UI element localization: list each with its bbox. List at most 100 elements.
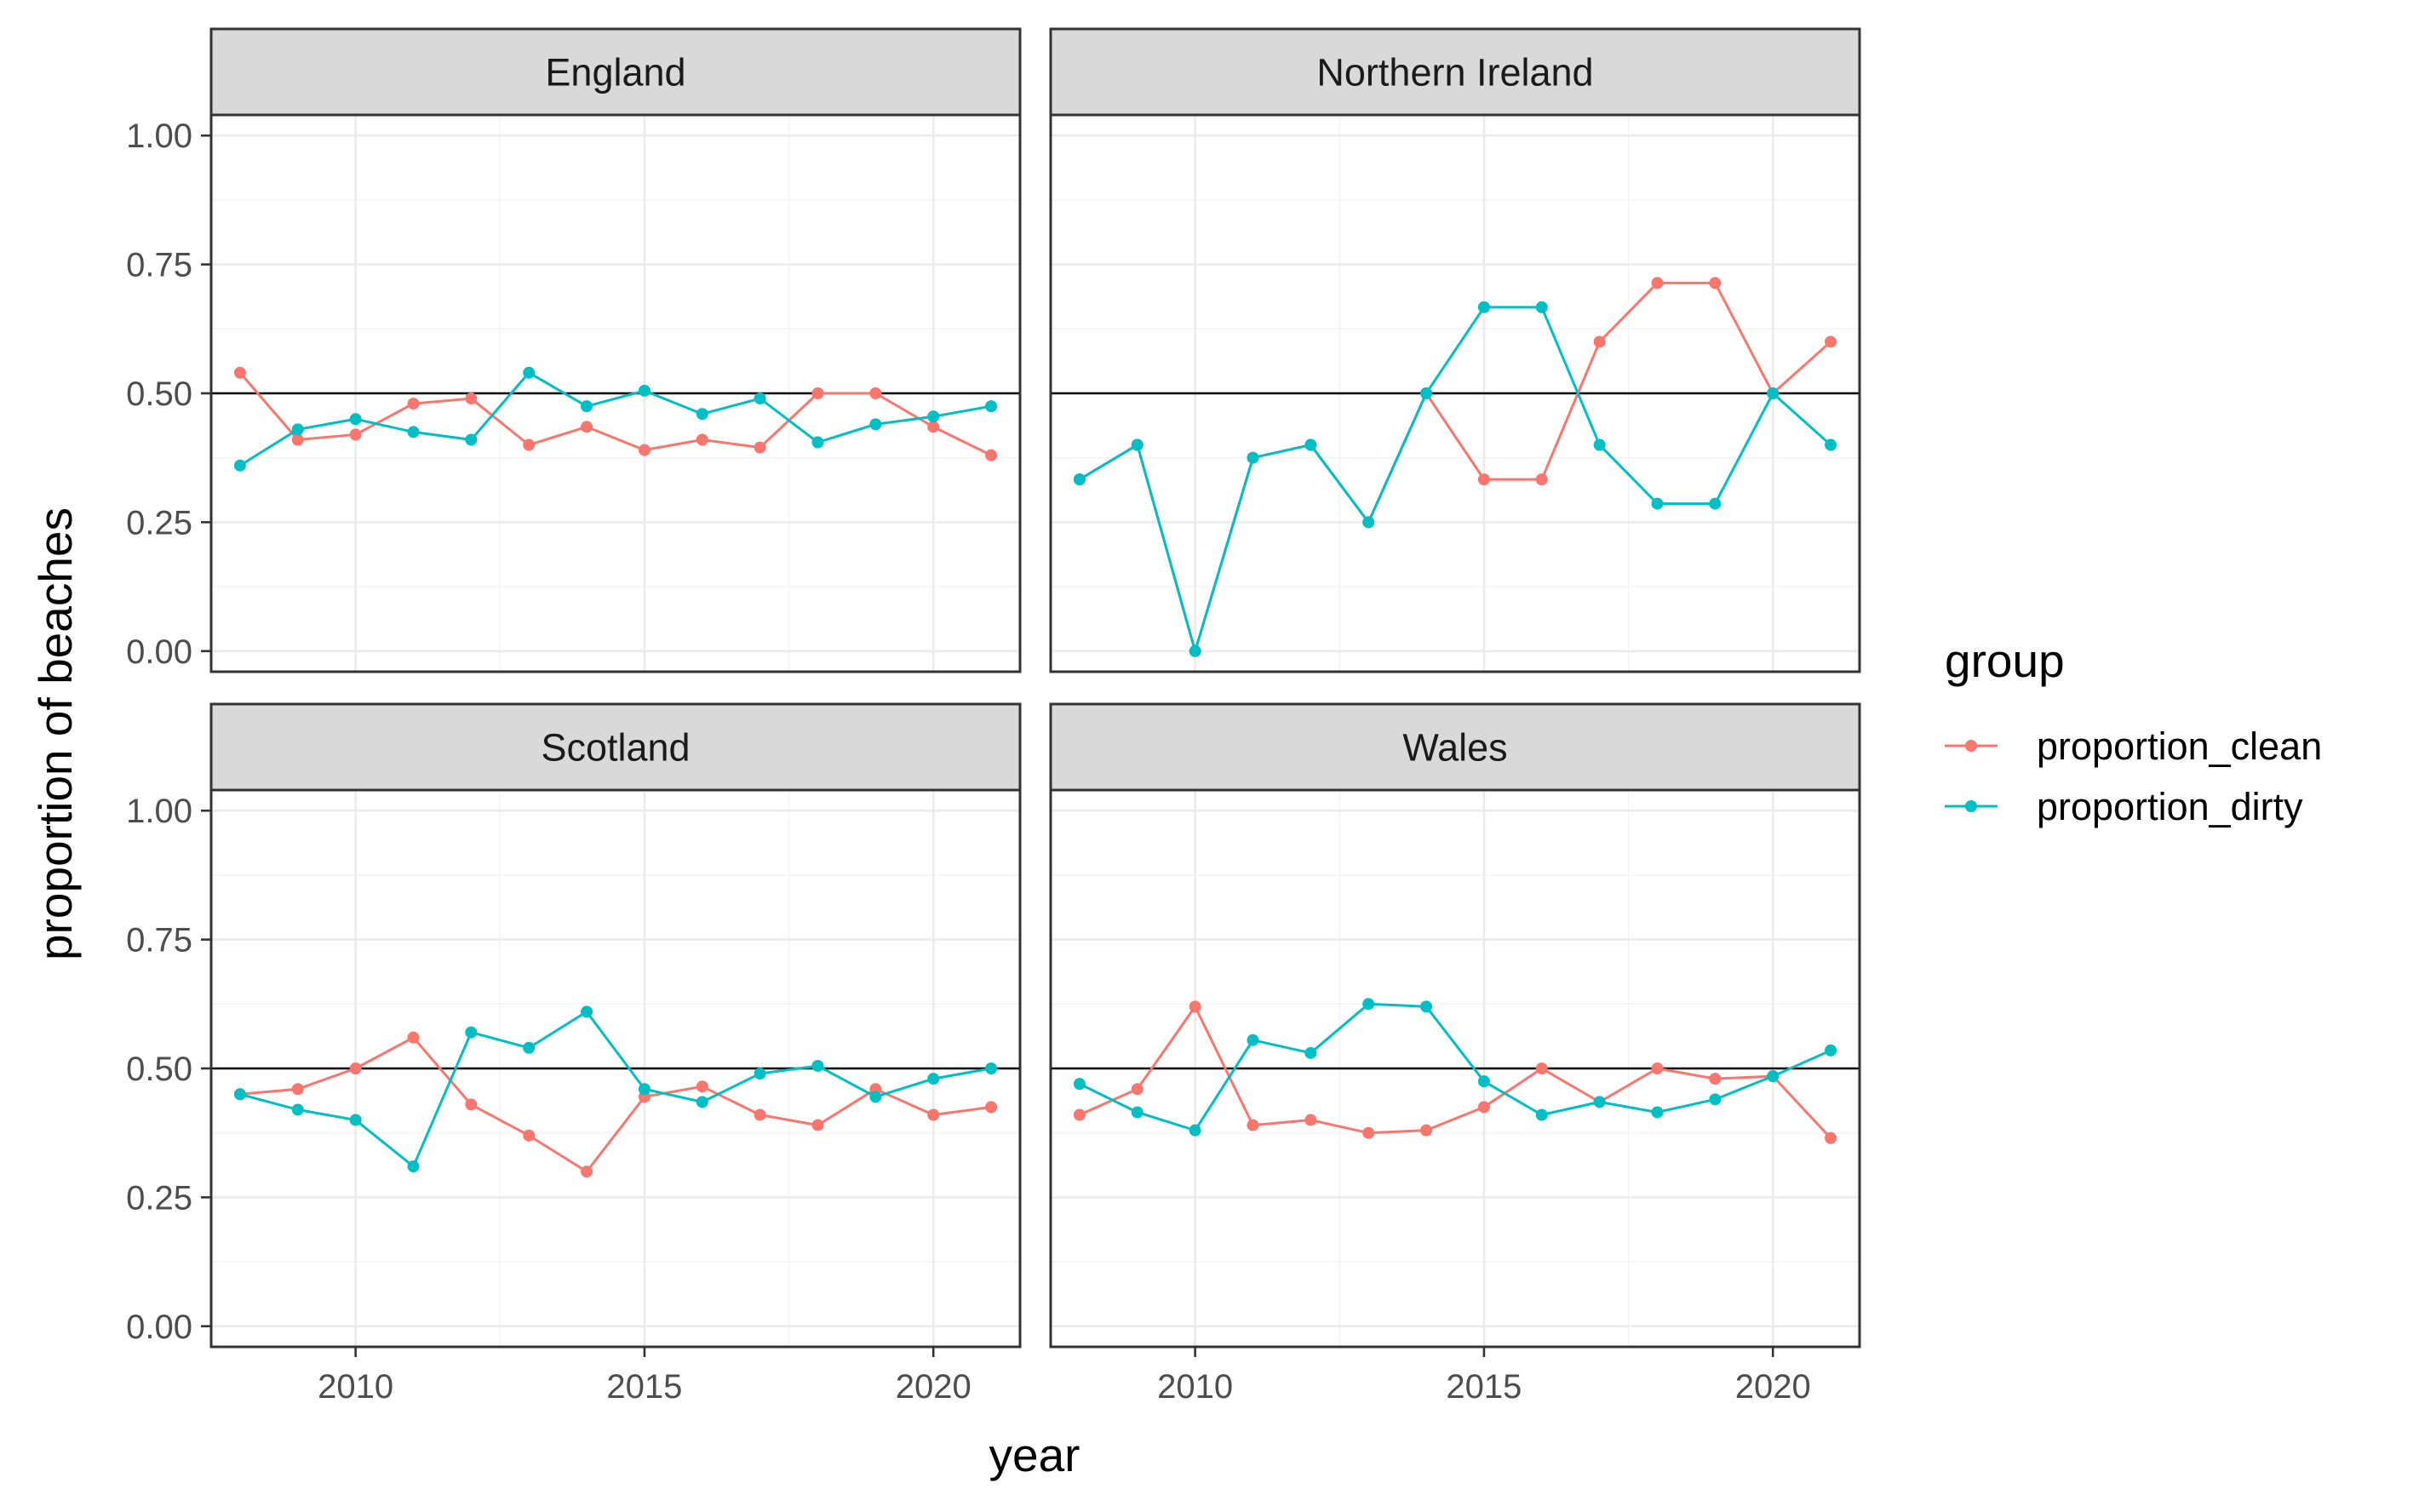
data-point-proportion-dirty-2008: [233, 459, 246, 472]
data-point-proportion-clean-2010: [349, 428, 362, 441]
x-axis-title: year: [989, 1429, 1080, 1481]
data-point-proportion-dirty-2010: [349, 413, 362, 426]
data-point-proportion-clean-2011: [1247, 1119, 1259, 1131]
data-point-proportion-dirty-2014: [581, 1005, 593, 1018]
data-point-proportion-clean-2011: [407, 398, 420, 410]
data-point-proportion-clean-2016: [696, 1080, 708, 1093]
data-point-proportion-dirty-2010: [349, 1114, 362, 1126]
data-point-proportion-dirty-2014: [1420, 387, 1433, 399]
data-point-proportion-dirty-2008: [1073, 473, 1086, 486]
data-point-proportion-dirty-2021: [1825, 438, 1837, 451]
data-point-proportion-clean-2008: [1073, 1108, 1086, 1121]
series-line-proportion-clean: [239, 1036, 992, 1173]
panel-england: England 0.00 0.25 0.50 0.75 1.00: [126, 27, 1022, 673]
data-point-proportion-dirty-2017: [754, 1068, 766, 1080]
strip-england: [209, 27, 1022, 117]
data-point-proportion-clean-2021: [985, 449, 998, 461]
data-point-proportion-dirty-2011: [407, 1160, 420, 1173]
data-point-proportion-dirty-2020: [1767, 387, 1780, 399]
data-point-proportion-dirty-2020: [927, 410, 940, 423]
data-point-proportion-dirty-2019: [869, 1091, 882, 1103]
data-point-proportion-dirty-2019: [1709, 497, 1722, 510]
data-point-proportion-dirty-2008: [1073, 1078, 1086, 1091]
data-point-proportion-clean-2018: [1651, 1062, 1664, 1074]
data-point-proportion-dirty-2009: [291, 423, 304, 436]
y-tick-label: 0.50: [126, 375, 192, 413]
data-point-proportion-dirty-2018: [811, 436, 824, 449]
data-point-proportion-clean-2020: [927, 421, 940, 433]
data-point-proportion-clean-2015: [638, 444, 651, 456]
data-point-proportion-dirty-2011: [407, 426, 420, 438]
series-proportion-dirty-scotland: [233, 1005, 998, 1173]
series-proportion-dirty-england: [233, 366, 998, 472]
legend-label: proportion_dirty: [2037, 785, 2303, 828]
y-tick-label: 1.00: [126, 793, 192, 830]
data-point-proportion-dirty-2020: [1767, 1070, 1780, 1083]
data-point-proportion-dirty-2010: [1189, 1124, 1201, 1137]
series-proportion-clean-england: [233, 366, 998, 461]
legend-key-point: [1965, 800, 1977, 812]
data-point-proportion-clean-2008: [233, 366, 246, 379]
strip-scotland: [209, 702, 1022, 792]
strip-wales: [1049, 702, 1861, 792]
data-point-proportion-clean-2011: [407, 1031, 420, 1044]
data-point-proportion-dirty-2011: [1247, 451, 1259, 464]
data-point-proportion-clean-2018: [1651, 277, 1664, 289]
data-point-proportion-dirty-2012: [465, 433, 478, 446]
data-point-proportion-clean-2009: [291, 1083, 304, 1096]
panel-border-wales: [1049, 788, 1861, 1349]
panel-border-northern-ireland: [1049, 113, 1861, 673]
data-point-proportion-dirty-2015: [638, 384, 651, 397]
legend: group proportion_clean proportion_dirty: [1945, 634, 2322, 828]
panel-northern-ireland: Northern Ireland: [1049, 27, 1861, 673]
data-point-proportion-dirty-2013: [1362, 516, 1375, 529]
data-point-proportion-dirty-2018: [1651, 497, 1664, 510]
data-point-proportion-clean-2016: [1535, 1062, 1548, 1074]
data-point-proportion-dirty-2013: [1362, 998, 1375, 1011]
strip-northern-ireland: [1049, 27, 1861, 117]
data-point-proportion-dirty-2014: [1420, 1000, 1433, 1013]
data-point-proportion-dirty-2018: [811, 1059, 824, 1072]
data-point-proportion-clean-2015: [1477, 1101, 1490, 1114]
data-point-proportion-dirty-2015: [1477, 301, 1490, 313]
y-tick-label: 0.00: [126, 633, 192, 671]
data-point-proportion-dirty-2016: [696, 408, 708, 421]
data-point-proportion-dirty-2009: [1131, 438, 1143, 451]
data-point-proportion-clean-2016: [1535, 473, 1548, 486]
data-point-proportion-clean-2019: [1709, 277, 1722, 289]
y-tick-label: 0.50: [126, 1051, 192, 1088]
data-point-proportion-dirty-2010: [1189, 644, 1201, 657]
series-proportion-dirty-wales: [1073, 998, 1837, 1137]
data-point-proportion-clean-2009: [291, 433, 304, 446]
data-point-proportion-clean-2020: [927, 1108, 940, 1121]
strip-label-scotland: Scotland: [541, 726, 690, 770]
data-point-proportion-clean-2009: [1131, 1083, 1143, 1096]
series-line-proportion-clean: [1079, 1005, 1832, 1139]
axes: year proportion of beaches: [29, 507, 1080, 1481]
data-point-proportion-dirty-2017: [754, 392, 766, 405]
y-axis-title: proportion of beaches: [29, 507, 82, 960]
x-tick-label: 2015: [606, 1368, 682, 1406]
x-tick-label: 2020: [896, 1368, 972, 1406]
y-tick-label: 0.25: [126, 1179, 192, 1217]
y-tick-label: 0.25: [126, 504, 192, 541]
strip-label-wales: Wales: [1402, 726, 1507, 770]
data-point-proportion-dirty-2017: [1593, 1096, 1606, 1108]
data-point-proportion-clean-2018: [811, 1119, 824, 1131]
x-tick-label: 2010: [1157, 1368, 1233, 1406]
series-line-proportion-dirty: [239, 1010, 992, 1168]
data-point-proportion-dirty-2021: [1825, 1044, 1837, 1057]
data-point-proportion-dirty-2019: [869, 418, 882, 431]
data-point-proportion-clean-2019: [1709, 1073, 1722, 1085]
panel-wales: Wales 2010 2015 2020: [1049, 702, 1861, 1406]
data-point-proportion-clean-2010: [1189, 1000, 1201, 1013]
data-point-proportion-dirty-2009: [1131, 1106, 1143, 1119]
data-point-proportion-dirty-2016: [1535, 1108, 1548, 1121]
data-point-proportion-clean-2014: [1420, 1124, 1433, 1137]
data-point-proportion-dirty-2021: [985, 400, 998, 413]
y-tick-label: 0.75: [126, 922, 192, 959]
data-point-proportion-clean-2017: [754, 441, 766, 454]
strip-label-northern-ireland: Northern Ireland: [1316, 51, 1593, 94]
